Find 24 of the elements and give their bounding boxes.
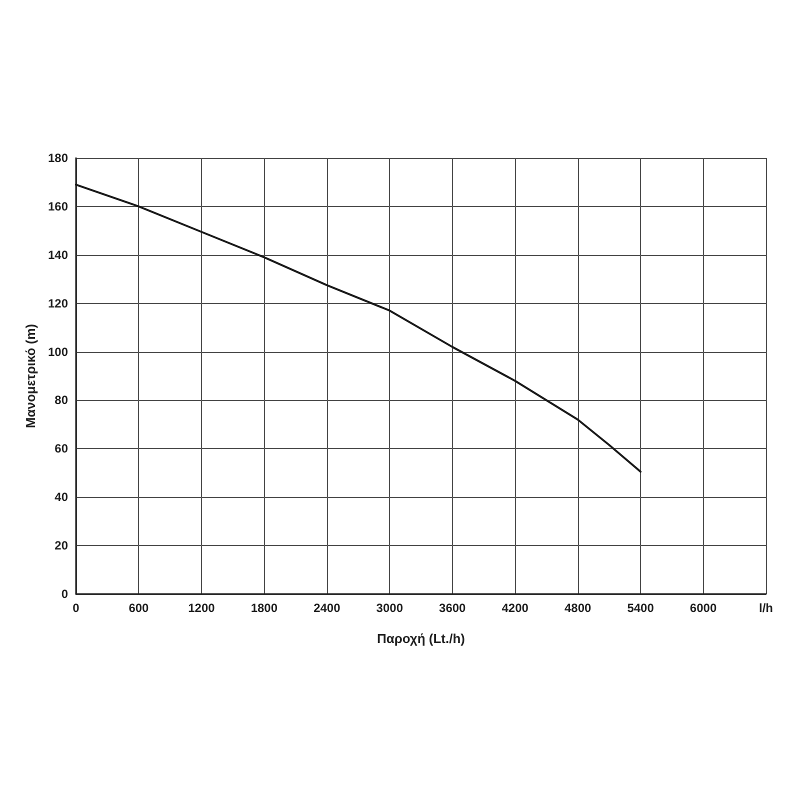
x-tick-label: 600 [128, 601, 150, 615]
x-tick-label: 4800 [564, 601, 592, 615]
y-tick-label: 40 [54, 490, 68, 504]
y-tick-label: 20 [54, 538, 68, 553]
y-tick-label: 140 [48, 248, 68, 262]
x-axis-title: Παροχή (Lt./h) [376, 631, 466, 646]
x-tick-label: 1200 [188, 601, 216, 615]
x-tick-label: 1800 [250, 601, 278, 615]
y-tick-label: 0 [61, 587, 68, 601]
x-tick-label: 2400 [314, 601, 341, 615]
x-tick-label: 4200 [502, 601, 529, 615]
x-tick-label: 6000 [690, 601, 717, 615]
x-tick-label: 0 [72, 601, 80, 615]
x-tick-label: 3000 [376, 601, 404, 615]
y-tick-label: 80 [54, 393, 68, 408]
x-tick-label: 5400 [627, 601, 654, 615]
y-tick-label: 160 [48, 199, 68, 214]
y-tick-label: 120 [48, 296, 68, 310]
y-tick-label: 60 [54, 442, 68, 456]
y-axis-title: Μανομετρικό (m) [23, 324, 38, 428]
x-tick-label: 3600 [439, 601, 466, 615]
y-tick-label: 180 [48, 151, 68, 165]
x-tick-label: l/h [759, 601, 773, 615]
y-tick-label: 100 [48, 344, 68, 359]
